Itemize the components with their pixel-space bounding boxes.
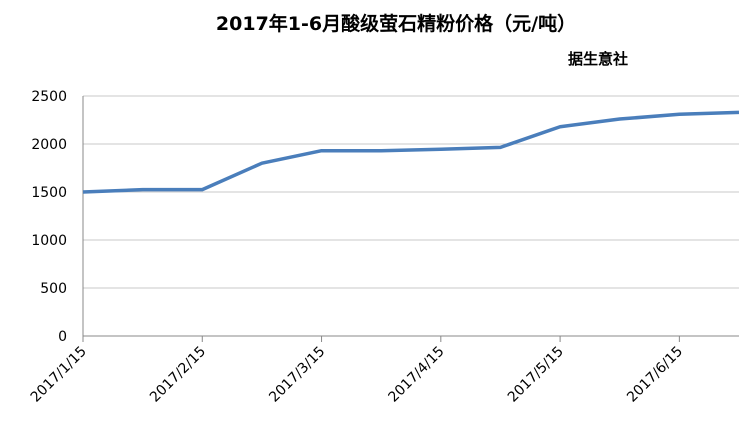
chart-subtitle: 据生意社 xyxy=(568,50,628,68)
x-tick-label: 2017/2/15 xyxy=(147,344,209,406)
y-tick-label: 2000 xyxy=(31,137,67,153)
x-tick-label: 2017/1/15 xyxy=(28,344,90,406)
y-tick-label: 1000 xyxy=(31,233,67,249)
y-tick-label: 1500 xyxy=(31,185,67,201)
x-tick-label: 2017/4/15 xyxy=(386,344,448,406)
y-tick-label: 0 xyxy=(58,329,67,345)
x-tick-label: 2017/6/15 xyxy=(624,344,686,406)
y-tick-label: 500 xyxy=(40,281,67,297)
line-series xyxy=(82,110,739,194)
chart-title: 2017年1-6月酸级萤石精粉价格（元/吨） xyxy=(216,12,576,35)
x-tick-label: 2017/3/15 xyxy=(266,344,328,406)
y-tick-label: 2500 xyxy=(31,89,67,105)
x-tick-label: 2017/5/15 xyxy=(505,344,567,406)
